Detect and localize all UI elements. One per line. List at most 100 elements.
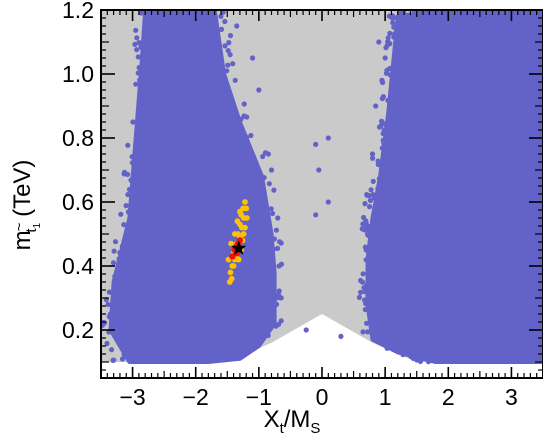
blue-point [118, 211, 124, 217]
blue-point [401, 231, 407, 237]
blue-point [265, 332, 271, 339]
blue-point [408, 354, 414, 360]
blue-point [244, 134, 250, 140]
blue-point [275, 245, 281, 251]
orange-point [242, 224, 248, 231]
blue-point [104, 340, 110, 347]
y-tick-label: 1.2 [62, 0, 94, 23]
blue-point [225, 48, 231, 54]
blue-point [379, 77, 385, 83]
blue-point [138, 44, 144, 50]
blue-point [375, 185, 381, 192]
blue-point [276, 263, 282, 269]
blue-point [273, 301, 280, 307]
blue-point [265, 151, 271, 157]
blue-point [129, 160, 135, 166]
blue-point [218, 13, 224, 19]
blue-point [112, 273, 118, 279]
plot-content [101, 10, 543, 365]
orange-point [240, 231, 247, 237]
blue-point [276, 321, 282, 327]
blue-point [365, 329, 371, 335]
blue-point [256, 87, 262, 93]
blue-point [109, 347, 115, 353]
blue-point [367, 204, 373, 210]
orange-point [227, 269, 234, 276]
blue-point [363, 247, 369, 253]
blue-point [373, 103, 379, 109]
blue-point [271, 246, 277, 252]
red-point [236, 237, 244, 244]
blue-point [121, 169, 128, 175]
blue-point [227, 52, 233, 58]
orange-point [243, 205, 250, 212]
blue-point [125, 192, 131, 198]
blue-point [135, 54, 141, 60]
blue-point [387, 30, 393, 36]
blue-point [111, 248, 117, 254]
blue-point [358, 289, 364, 295]
blue-point [367, 197, 373, 204]
blue-point [261, 175, 267, 181]
orange-point [243, 215, 250, 221]
blue-point [260, 153, 266, 160]
orange-point [226, 279, 233, 285]
x-tick-label: 1 [379, 384, 392, 410]
y-tick-label: 0.8 [62, 125, 94, 151]
blue-point [132, 41, 138, 48]
blue-point [387, 65, 393, 72]
blue-point [375, 158, 381, 164]
x-tick-label: 0 [316, 384, 329, 410]
y-tick-label: 1.0 [62, 61, 94, 87]
blue-point [119, 356, 126, 362]
blue-point [135, 70, 141, 76]
blue-point [224, 68, 230, 74]
blue-point [325, 135, 331, 141]
blue-point [276, 288, 282, 294]
blue-point [400, 352, 406, 358]
blue-point [387, 72, 393, 78]
blue-point [130, 119, 136, 125]
blue-point [110, 260, 117, 266]
blue-point [270, 210, 276, 217]
blue-right-region [365, 10, 543, 364]
y-tick-label: 0.6 [62, 189, 94, 215]
blue-point [106, 289, 112, 295]
orange-point [234, 218, 241, 225]
blue-point [370, 178, 376, 184]
axes: −3 −2 −1 0 1 2 3 0.2 0.4 0.6 0.8 1.0 1.2 [62, 0, 543, 410]
blue-point [241, 101, 247, 107]
blue-point [370, 155, 376, 161]
blue-point [407, 215, 413, 221]
blue-point [316, 167, 322, 173]
y-tick-label: 0.2 [62, 317, 94, 343]
blue-point [227, 33, 234, 39]
blue-point [133, 27, 139, 33]
blue-point [134, 47, 140, 53]
blue-point [356, 294, 362, 300]
best-fit-star [231, 240, 247, 255]
y-axis-label: m~t1(TeV) [9, 160, 43, 251]
blue-point [101, 322, 106, 328]
blue-point [360, 271, 366, 277]
blue-point [362, 306, 368, 313]
blue-point [230, 61, 236, 67]
blue-point [420, 135, 426, 141]
blue-point [382, 55, 388, 61]
blue-point [125, 209, 131, 215]
blue-point [364, 320, 370, 326]
blue-point [121, 222, 127, 228]
blue-point [303, 327, 309, 333]
x-axis-label: Xt/MS [264, 406, 321, 437]
blue-point [271, 236, 277, 242]
x-tick-label: −3 [119, 384, 145, 410]
blue-point [384, 345, 390, 351]
blue-point [379, 145, 385, 151]
blue-point [395, 33, 401, 39]
blue-point [248, 132, 254, 139]
blue-point [268, 167, 275, 173]
blue-point [363, 257, 369, 263]
blue-point [136, 40, 142, 46]
blue-point [313, 141, 319, 147]
blue-point [362, 201, 368, 207]
